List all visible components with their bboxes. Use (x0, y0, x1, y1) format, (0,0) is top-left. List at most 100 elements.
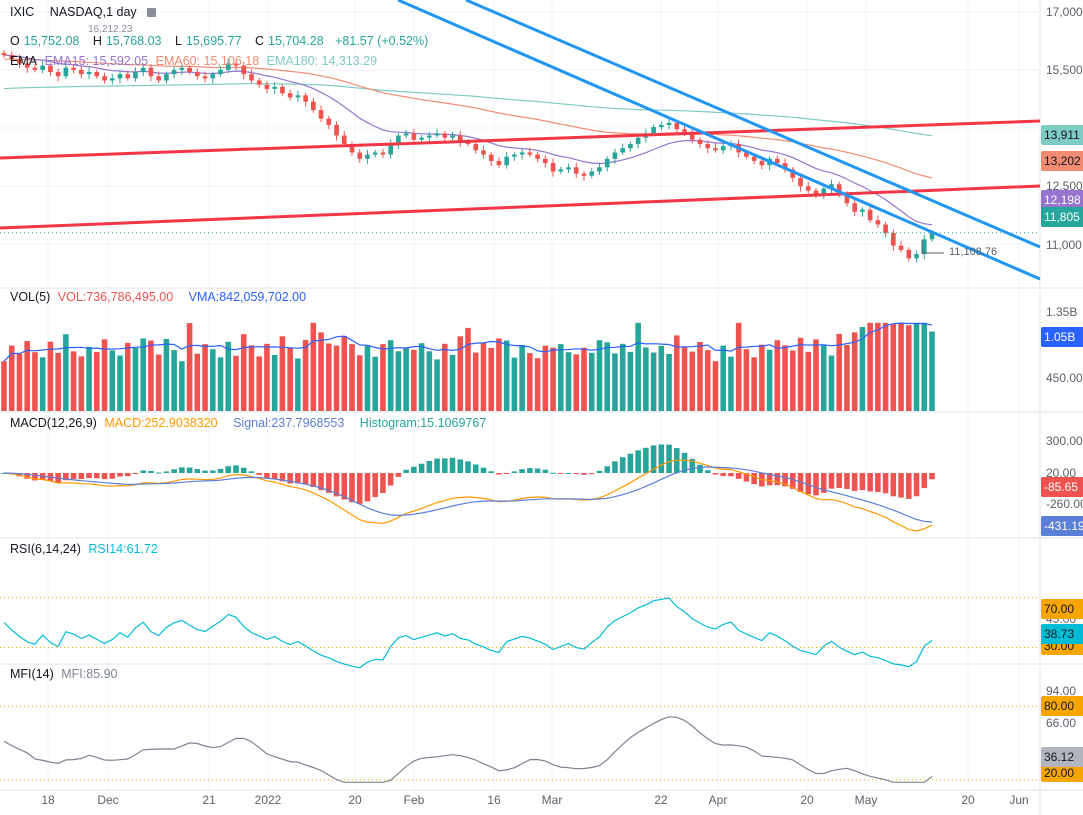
candle-body-38 (295, 95, 301, 98)
macd-hist-74 (573, 473, 580, 475)
candle-body-78 (604, 158, 610, 168)
volume-bar-119 (921, 322, 928, 411)
price-axis-17000: 17,000 (1046, 5, 1083, 19)
mfi-legend[interactable]: MFI(14) MFI:85.90 (10, 667, 122, 681)
macd-hist-45 (349, 473, 355, 503)
volume-bar-44 (341, 336, 348, 411)
macd-hist-76 (588, 473, 595, 474)
volume-bar-0 (1, 361, 7, 411)
volume-bar-83 (643, 347, 649, 411)
volume-bar-85 (658, 345, 665, 411)
macd-hist-13 (101, 473, 108, 480)
macd-hist-96 (743, 473, 750, 482)
close-value: 15,704.28 (268, 34, 324, 48)
macd-hist-8 (63, 473, 69, 481)
candle-body-39 (303, 95, 308, 102)
candle-body-13 (102, 76, 107, 81)
volume-bar-33 (256, 356, 262, 411)
candle-body-67 (519, 152, 525, 155)
macd-hist-116 (898, 473, 904, 498)
volume-bar-38 (295, 358, 301, 411)
candle-body-105 (813, 190, 819, 195)
symbol-header[interactable]: IXIC NASDAQ,1 day (10, 5, 160, 19)
volume-bar-92 (712, 361, 719, 411)
volume-bar-65 (503, 340, 510, 411)
macd-hist-66 (511, 471, 518, 473)
macd-hist-14 (109, 473, 116, 479)
candle-body-84 (651, 127, 656, 134)
volume-bar-117 (906, 325, 912, 411)
macd-hist-70 (542, 469, 549, 473)
signal-value: Signal:237.7968553 (233, 416, 345, 430)
low-value: 15,695.77 (185, 34, 242, 48)
candle-body-34 (264, 84, 270, 89)
volume-tag: 1.05B (1041, 327, 1083, 347)
x-axis-label-3: 2022 (254, 793, 282, 807)
volume-bar-6 (47, 341, 54, 411)
candle-body-111 (860, 209, 865, 212)
volume-bar-56 (434, 359, 440, 411)
volume-bar-53 (411, 349, 417, 411)
candle-body-91 (705, 144, 711, 149)
volume-bar-28 (217, 357, 224, 411)
ohlc-row: O 15,752.08 H 15,768.03 L 15,695.77 C 15,704… (10, 34, 432, 48)
macd-legend[interactable]: MACD(12,26,9) MACD:252.9038320 Signal:23… (10, 416, 490, 430)
candle-body-19 (148, 67, 154, 77)
candle-body-21 (164, 74, 169, 81)
macd-axis-minus260: -260.00 (1046, 497, 1083, 511)
macd-hist-55 (426, 460, 433, 473)
candle-body-70 (543, 158, 548, 164)
macd-hist-106 (820, 473, 827, 493)
volume-bar-4 (32, 352, 38, 411)
macd-hist-59 (457, 459, 464, 473)
macd-hist-73 (565, 472, 572, 474)
red-trendline-lower (0, 184, 1041, 230)
volume-bar-112 (867, 322, 873, 411)
macd-hist-99 (766, 473, 773, 486)
candle-body-44 (341, 135, 347, 144)
candle-body-28 (218, 69, 223, 75)
trendlines[interactable] (0, 0, 1041, 281)
candle-body-41 (318, 110, 324, 119)
candle-body-87 (674, 122, 680, 130)
volume-bar-70 (542, 345, 549, 411)
candle-body-120 (929, 232, 935, 240)
high-label: H (92, 34, 102, 48)
volume-bar-22 (171, 350, 177, 411)
volume-bar-32 (248, 345, 255, 411)
mfi-tag: 36.12 (1041, 747, 1083, 767)
candle-body-12 (94, 72, 100, 77)
rsi-legend[interactable]: RSI(6,14,24) RSI14:61.72 (10, 542, 162, 556)
volume-bar-103 (797, 337, 804, 411)
macd-hist-86 (666, 444, 672, 473)
candle-body-86 (666, 122, 672, 125)
candle-body-113 (875, 220, 881, 225)
macd-hist-11 (86, 473, 92, 479)
mfi-axis-66: 66.00 (1046, 716, 1077, 730)
macd-hist-36 (279, 473, 286, 482)
histogram-value: Histogram:15.1069767 (359, 416, 487, 430)
macd-hist-37 (287, 473, 293, 484)
candle-body-37 (287, 93, 293, 98)
volume-bar-113 (875, 322, 881, 411)
menu-icon[interactable] (146, 8, 156, 18)
macd-hist-22 (171, 469, 177, 473)
macd-hist-9 (70, 473, 77, 480)
macd-hist-27 (210, 470, 216, 473)
x-axis-label-13: Jun (1009, 793, 1029, 807)
candle-body-90 (697, 139, 703, 144)
mfi-pane (0, 705, 1040, 783)
candle-body-40 (311, 101, 316, 111)
volume-bar-107 (828, 355, 835, 411)
volume-bar-74 (573, 354, 580, 411)
volume-bar-66 (511, 357, 518, 411)
volume-legend[interactable]: VOL(5) VOL:736,786,495.00 VMA:842,059,70… (10, 290, 310, 304)
candle-body-103 (798, 177, 803, 187)
candle-body-61 (473, 144, 479, 151)
volume-bar-55 (426, 351, 433, 411)
volume-bar-13 (101, 339, 108, 411)
ema-legend[interactable]: EMA EMA15: 15,592.05 EMA60: 15,106.18 EM… (10, 54, 381, 68)
macd-hist-38 (295, 473, 301, 484)
volume-bar-102 (790, 350, 796, 411)
